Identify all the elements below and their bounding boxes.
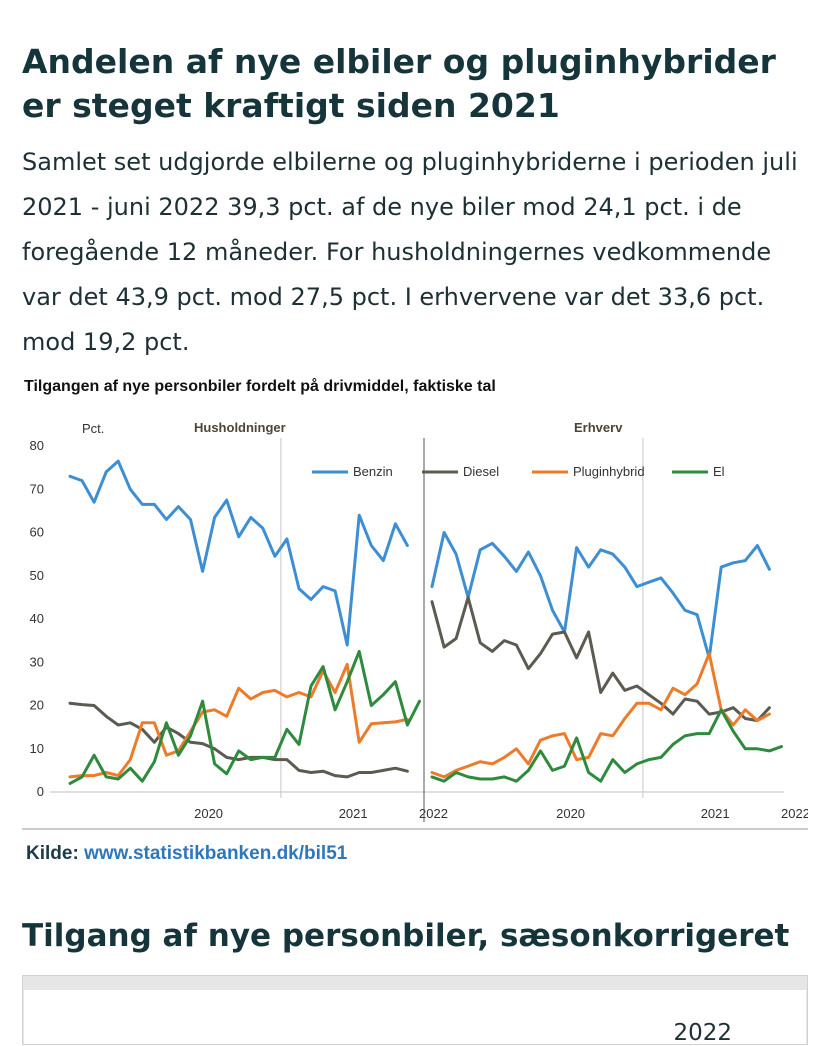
source-label: Kilde: xyxy=(26,843,79,864)
x-tick-label: 2020 xyxy=(194,806,223,821)
y-axis-label: Pct. xyxy=(82,421,104,436)
panel-title: Erhverv xyxy=(574,420,623,435)
chart-area: Pct. 0 10 20 30 40 50 60 70 80 Husholdninger 2020 20… xyxy=(22,410,810,830)
x-tick-label: 2020 xyxy=(556,806,585,821)
series-line-benzin xyxy=(68,459,409,647)
line-chart: Pct. 0 10 20 30 40 50 60 70 80 Husholdninger 2020 20… xyxy=(22,420,810,830)
series-line-diesel xyxy=(68,701,409,779)
legend-label-pluginhybrid: Pluginhybrid xyxy=(573,464,645,479)
series-line-el xyxy=(430,708,783,783)
x-tick-label: 2021 xyxy=(701,806,730,821)
y-tick-label: 40 xyxy=(30,611,44,626)
legend-label-diesel: Diesel xyxy=(463,464,499,479)
y-tick-label: 80 xyxy=(30,438,44,453)
x-tick-label: 2022 xyxy=(419,806,448,821)
panel-title: Husholdninger xyxy=(194,420,286,435)
series-line-benzin xyxy=(430,531,771,660)
section-title: Tilgang af nye personbiler, sæsonkorrige… xyxy=(22,918,790,954)
legend-label-benzin: Benzin xyxy=(353,464,393,479)
series-line-pluginhybrid xyxy=(430,652,771,779)
table-column-year: 2022 xyxy=(673,1020,732,1046)
article-title: Andelen af nye elbiler og pluginhybrider… xyxy=(22,42,776,125)
y-tick-label: 70 xyxy=(30,481,44,496)
series-line-el xyxy=(68,649,421,785)
x-tick-label: 2022 xyxy=(781,806,808,821)
y-tick-label: 50 xyxy=(30,568,44,583)
y-tick-label: 30 xyxy=(30,654,44,669)
data-table: 2022 xyxy=(22,975,808,1046)
chart-title: Tilgangen af nye personbiler fordelt på … xyxy=(24,378,496,395)
x-tick-label: 2021 xyxy=(339,806,368,821)
series-line-diesel xyxy=(430,595,771,723)
y-tick-label: 10 xyxy=(30,741,44,756)
y-tick-label: 60 xyxy=(30,525,44,540)
y-tick-label: 0 xyxy=(37,784,44,799)
article-lead: Samlet set udgjorde elbilerne og pluginh… xyxy=(22,148,798,356)
series-line-pluginhybrid xyxy=(68,662,409,779)
legend-label-el: El xyxy=(713,464,725,479)
source-link[interactable]: www.statistikbanken.dk/bil51 xyxy=(84,843,348,864)
table-body: 2022 xyxy=(24,990,806,1046)
y-tick-label: 20 xyxy=(30,698,44,713)
source-line: Kilde: www.statistikbanken.dk/bil51 xyxy=(26,843,347,865)
